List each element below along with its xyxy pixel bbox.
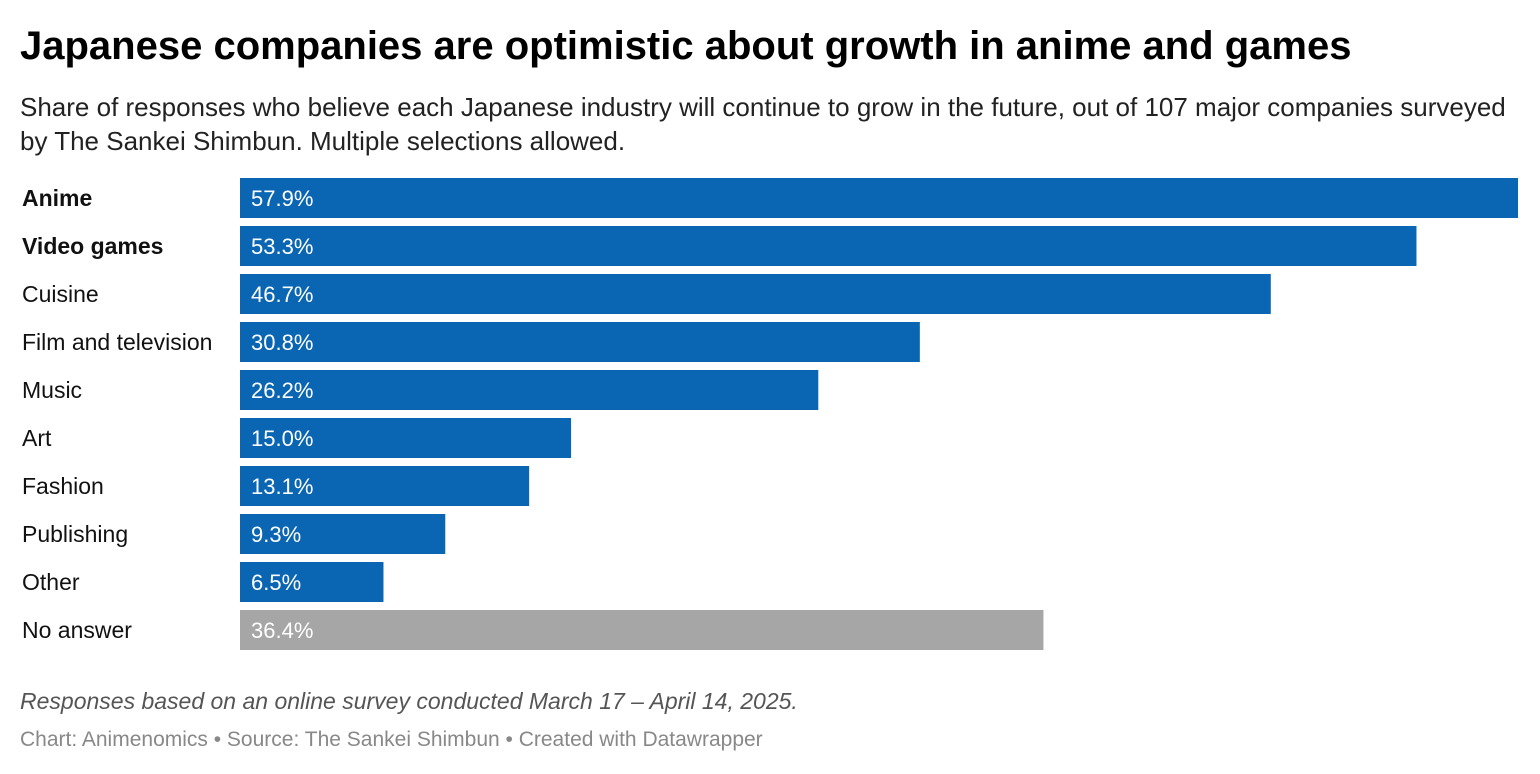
value-label-fashion: 13.1% [251,474,313,499]
category-label-fashion: Fashion [22,473,104,499]
category-label-cuisine: Cuisine [22,281,99,307]
value-label-music: 26.2% [251,378,313,403]
category-label-video-games: Video games [22,233,163,259]
bar-film-and-television [240,322,920,362]
category-label-film-and-television: Film and television [22,329,212,355]
value-label-publishing: 9.3% [251,522,301,547]
bar-music [240,370,819,410]
value-label-film-and-television: 30.8% [251,330,313,355]
bar-no-answer [240,610,1044,650]
bar-video-games [240,226,1417,266]
value-label-art: 15.0% [251,426,313,451]
category-label-music: Music [22,377,82,403]
chart-credits: Chart: Animenomics • Source: The Sankei … [20,728,763,751]
category-label-art: Art [22,425,52,451]
category-label-no-answer: No answer [22,617,132,643]
survey-note: Responses based on an online survey cond… [20,688,798,714]
value-label-anime: 57.9% [251,186,313,211]
bar-anime [240,178,1518,218]
value-label-video-games: 53.3% [251,234,313,259]
bar-cuisine [240,274,1271,314]
bar-other [240,562,384,602]
category-label-other: Other [22,569,80,595]
bar-publishing [240,514,446,554]
category-label-anime: Anime [22,185,92,211]
value-label-cuisine: 46.7% [251,282,313,307]
bar-chart: Anime 57.9% Video games 53.3% Cuisine 46.7% Fi… [22,178,1518,650]
bar-fashion [240,466,530,506]
bar-art [240,418,572,458]
value-label-no-answer: 36.4% [251,618,313,643]
chart-subtitle: Share of responses who believe each Japa… [20,92,1506,156]
value-label-other: 6.5% [251,570,301,595]
category-label-publishing: Publishing [22,521,128,547]
chart-title: Japanese companies are optimistic about … [20,24,1352,68]
